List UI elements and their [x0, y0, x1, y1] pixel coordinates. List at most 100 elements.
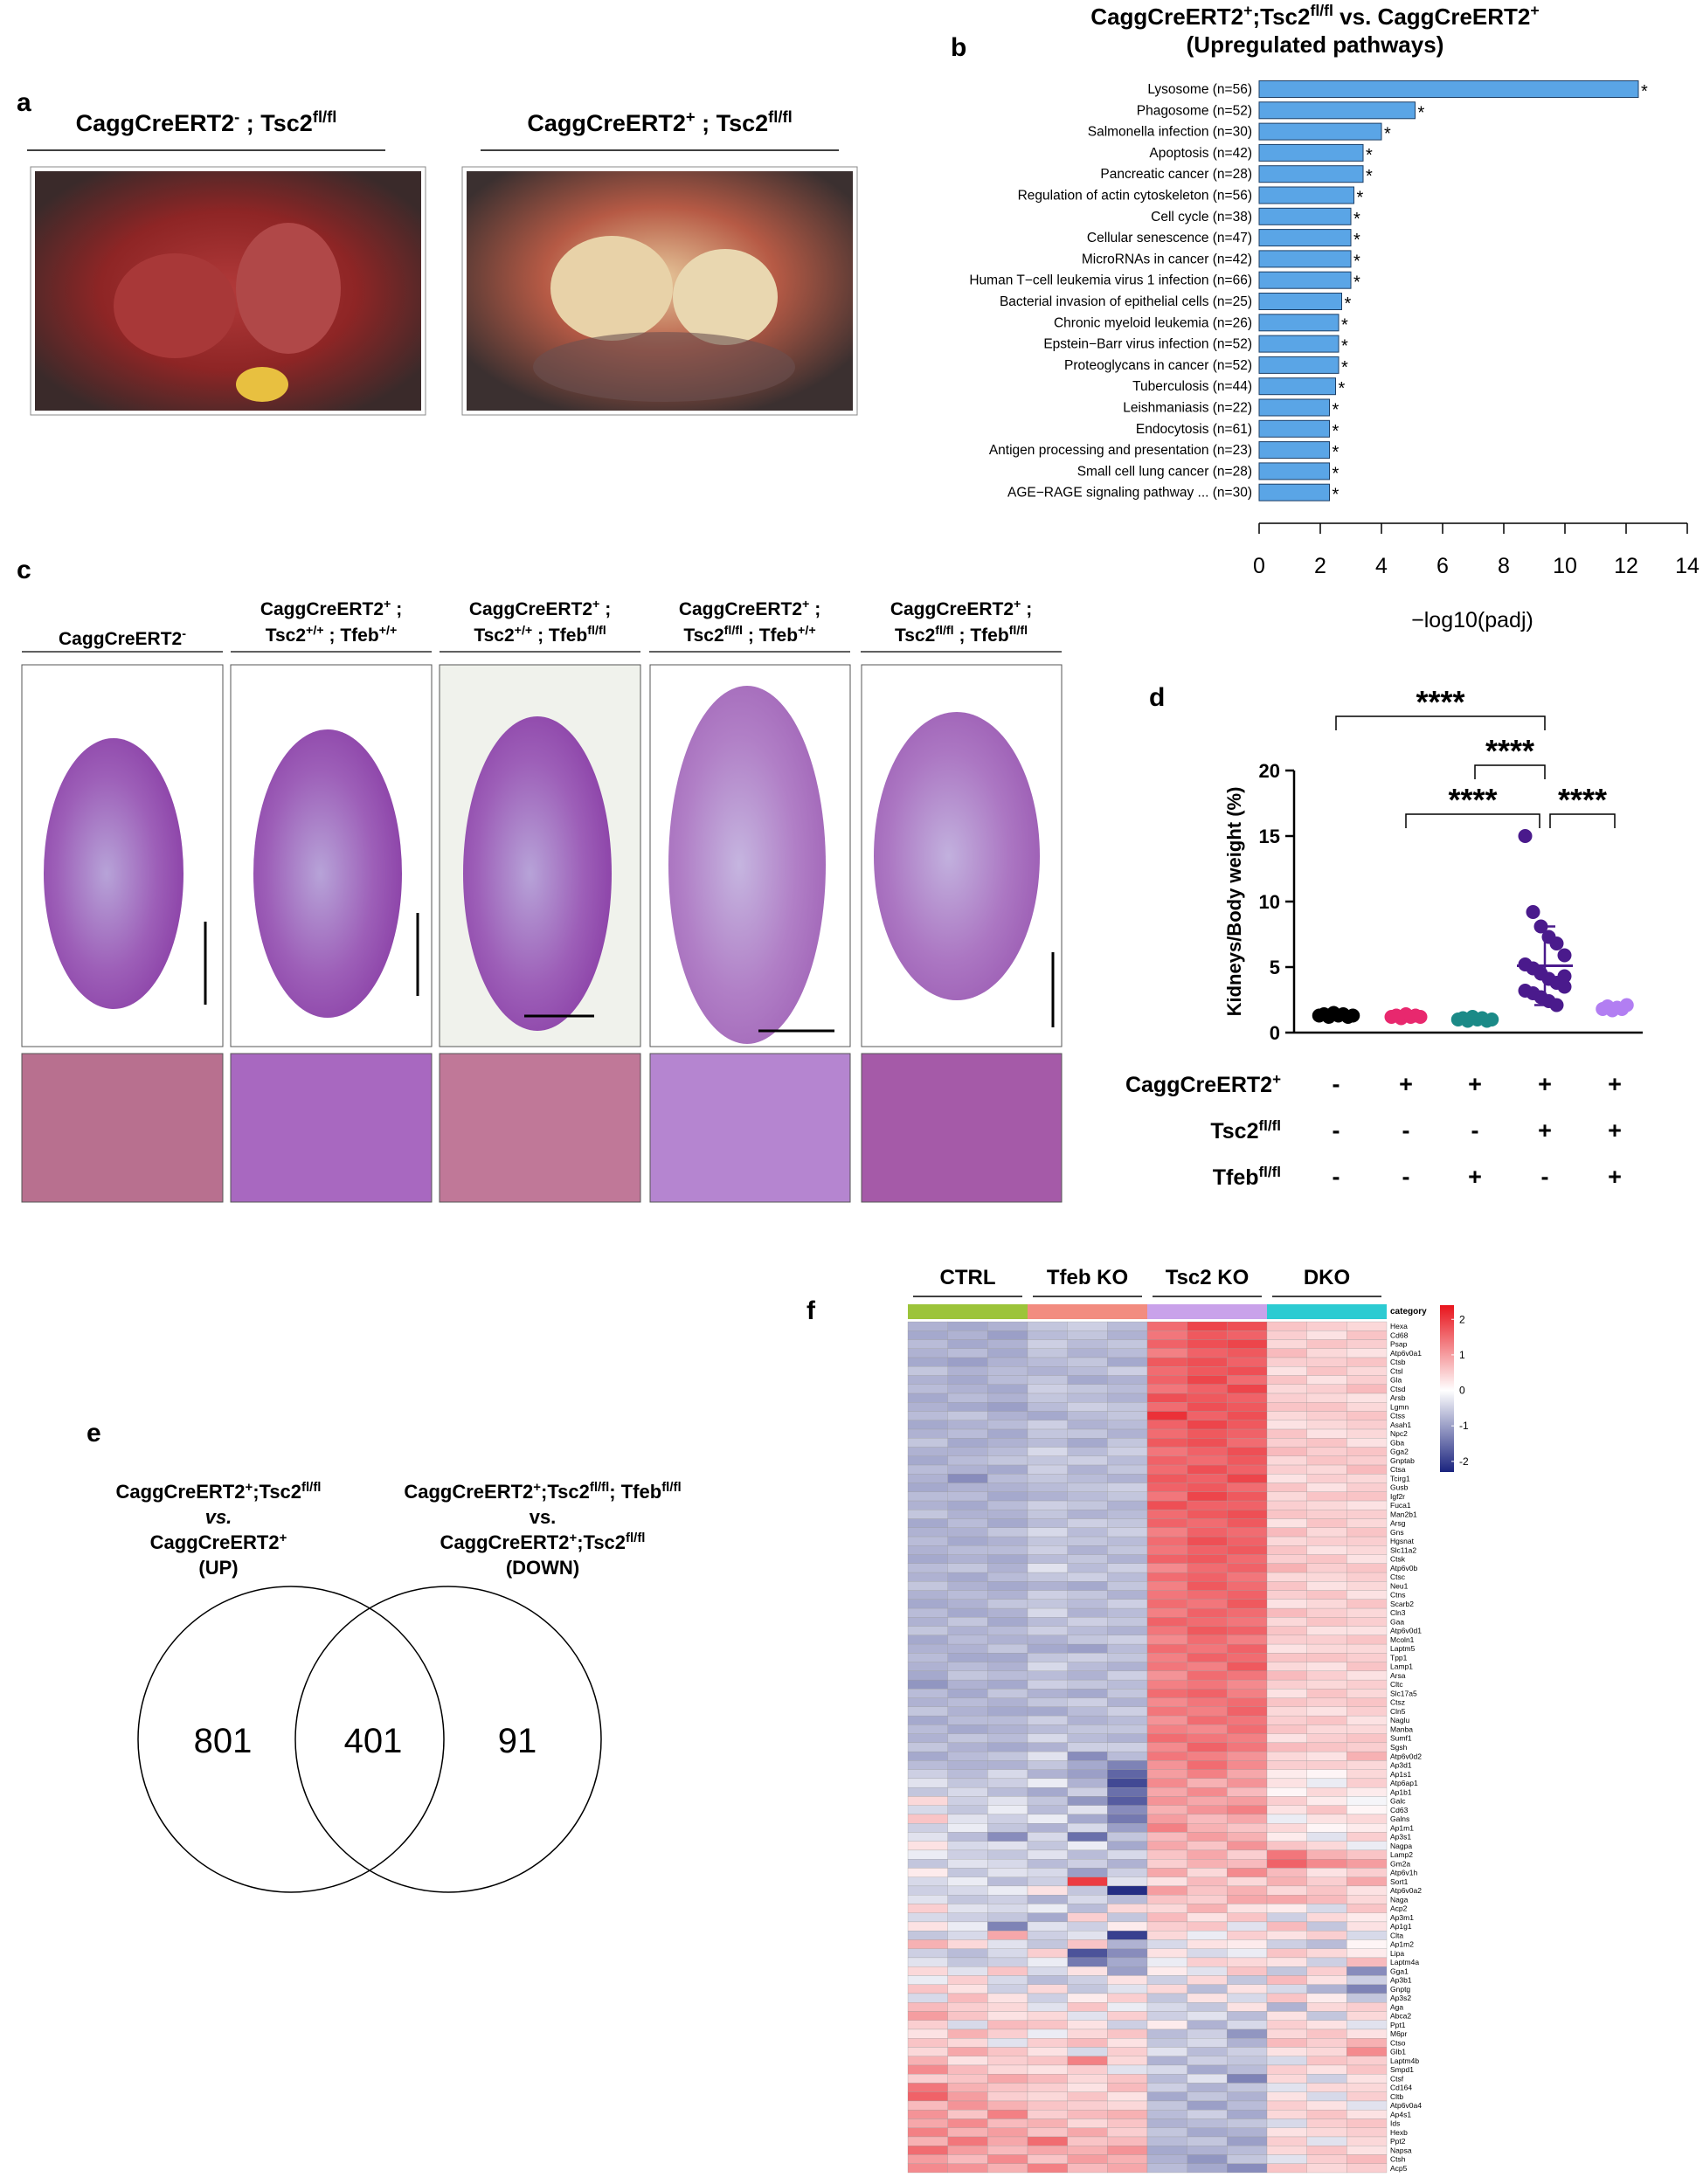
heatmap-cell: [987, 1420, 1028, 1430]
heatmap-cell: [947, 1545, 988, 1555]
heatmap-cell: [907, 1689, 948, 1698]
heatmap-cell: [1227, 1339, 1268, 1349]
heatmap-cell: [1306, 1482, 1347, 1492]
heatmap-cell: [1346, 2064, 1388, 2075]
heatmap-cell: [947, 1769, 988, 1780]
heatmap-cell: [1146, 1447, 1187, 1456]
heatmap-cell: [1027, 1931, 1068, 1940]
heatmap-cell: [1187, 1617, 1228, 1627]
heatmap-cell: [1346, 1635, 1388, 1645]
heatmap-cell: [1227, 1706, 1268, 1717]
heatmap-cell: [1067, 1455, 1108, 1466]
heatmap-cell: [987, 1590, 1028, 1600]
heatmap-cell: [907, 1491, 948, 1502]
heatmap-cell: [1187, 2056, 1228, 2066]
heatmap-cell: [907, 1545, 948, 1555]
heatmap-cell: [1187, 1420, 1228, 1430]
text-part: ; Tfeb: [609, 1481, 661, 1503]
heatmap-cell: [1187, 1697, 1228, 1708]
heatmap-cell: [1107, 1957, 1148, 1967]
category-label: Phagosome (n=52): [1137, 103, 1252, 118]
heatmap-cell: [1227, 1518, 1268, 1528]
superscript: fl/fl: [313, 107, 337, 126]
error-bar: [1534, 925, 1555, 1006]
heatmap-cell: [1146, 1778, 1187, 1788]
text-part: ;: [391, 599, 402, 619]
heatmap-cell: [1346, 1626, 1388, 1635]
heatmap-cell: [947, 1447, 988, 1456]
heatmap-cell: [987, 1572, 1028, 1582]
heatmap-cell: [947, 1411, 988, 1420]
heatmap-cell: [1187, 1607, 1228, 1618]
heatmap-cell: [907, 1670, 948, 1681]
heatmap-cell: [1227, 1984, 1268, 1994]
heatmap-cell: [1027, 1751, 1068, 1761]
row-label: Hgsnat: [1390, 1537, 1415, 1545]
heatmap-cell: [1187, 1590, 1228, 1600]
heatmap-cell: [987, 2011, 1028, 2021]
heatmap-cell: [1067, 1868, 1108, 1877]
heatmap-cell: [907, 1778, 948, 1788]
venn-title: (DOWN): [506, 1557, 579, 1579]
heatmap-cell: [947, 2028, 988, 2039]
row-label: Ctns: [1390, 1591, 1405, 1600]
data-point: [1549, 998, 1564, 1013]
panel-label: b: [951, 33, 966, 62]
superscript: +/+: [515, 624, 533, 638]
category-label: Salmonella infection (n=30): [1088, 125, 1252, 140]
heatmap-cell: [947, 1931, 988, 1940]
x-tick-label: 12: [1614, 554, 1638, 578]
heatmap-cell: [1266, 1393, 1307, 1403]
heatmap-cell: [1187, 1366, 1228, 1376]
heatmap-cell: [1027, 1455, 1068, 1466]
heatmap-cell: [1107, 1993, 1148, 2003]
heatmap-cell: [1306, 1510, 1347, 1519]
heatmap-cell: [907, 1554, 948, 1564]
category-label: Cellular senescence (n=47): [1087, 231, 1252, 245]
heatmap-cell: [1187, 2002, 1228, 2012]
heatmap-cell: [907, 2083, 948, 2092]
heatmap-cell: [1107, 2074, 1148, 2084]
heatmap-cell: [1227, 1348, 1268, 1358]
row-label: Gns: [1390, 1528, 1404, 1537]
text-part: ; Tfeb: [954, 625, 1009, 646]
heatmap-cell: [1306, 1635, 1347, 1645]
heatmap-cell: [1027, 2083, 1068, 2092]
heatmap-cell: [1146, 1787, 1187, 1797]
text-part: CaggCreERT2: [890, 599, 1014, 619]
heatmap-cell: [1227, 1411, 1268, 1420]
heatmap-cell: [1187, 1447, 1228, 1456]
heatmap-cell: [1306, 1966, 1347, 1976]
heatmap-cell: [1107, 1796, 1148, 1806]
heatmap-cell: [1187, 1948, 1228, 1959]
heatmap-cell: [1067, 1607, 1108, 1618]
heatmap-cell: [1266, 1375, 1307, 1385]
heatmap-cell: [1266, 1464, 1307, 1475]
category-band: [908, 1304, 1028, 1319]
heatmap-cell: [1067, 1420, 1108, 1430]
heatmap-cell: [1067, 1491, 1108, 1502]
row-label: Hexa: [1390, 1322, 1408, 1330]
heatmap-cell: [987, 1384, 1028, 1394]
heatmap-cell: [1146, 1653, 1187, 1662]
significance-label: *: [1333, 401, 1340, 420]
group-label: Tfeb KO: [1047, 1266, 1128, 1289]
row-label: Slc17a5: [1390, 1689, 1417, 1697]
heatmap-cell: [987, 1626, 1028, 1635]
heatmap-cell: [1266, 2100, 1307, 2111]
heatmap-cell: [1067, 1876, 1108, 1887]
heatmap-cell: [1067, 1751, 1108, 1761]
row-label: Laptm4a: [1390, 1958, 1419, 1966]
heatmap-cell: [987, 2091, 1028, 2102]
heatmap-cell: [947, 1993, 988, 2003]
row-label: Tpp1: [1390, 1653, 1408, 1662]
venn-title: vs.: [205, 1506, 232, 1528]
heatmap-cell: [1306, 1715, 1347, 1725]
heatmap-cell: [1146, 1966, 1187, 1976]
heatmap-cell: [1146, 1904, 1187, 1913]
column-header: CaggCreERT2+ ;: [679, 598, 820, 619]
heatmap-cell: [1107, 2154, 1148, 2164]
heatmap-cell: [1027, 1760, 1068, 1770]
heatmap-cell: [1227, 2002, 1268, 2012]
row-label: Arsa: [1390, 1671, 1406, 1680]
